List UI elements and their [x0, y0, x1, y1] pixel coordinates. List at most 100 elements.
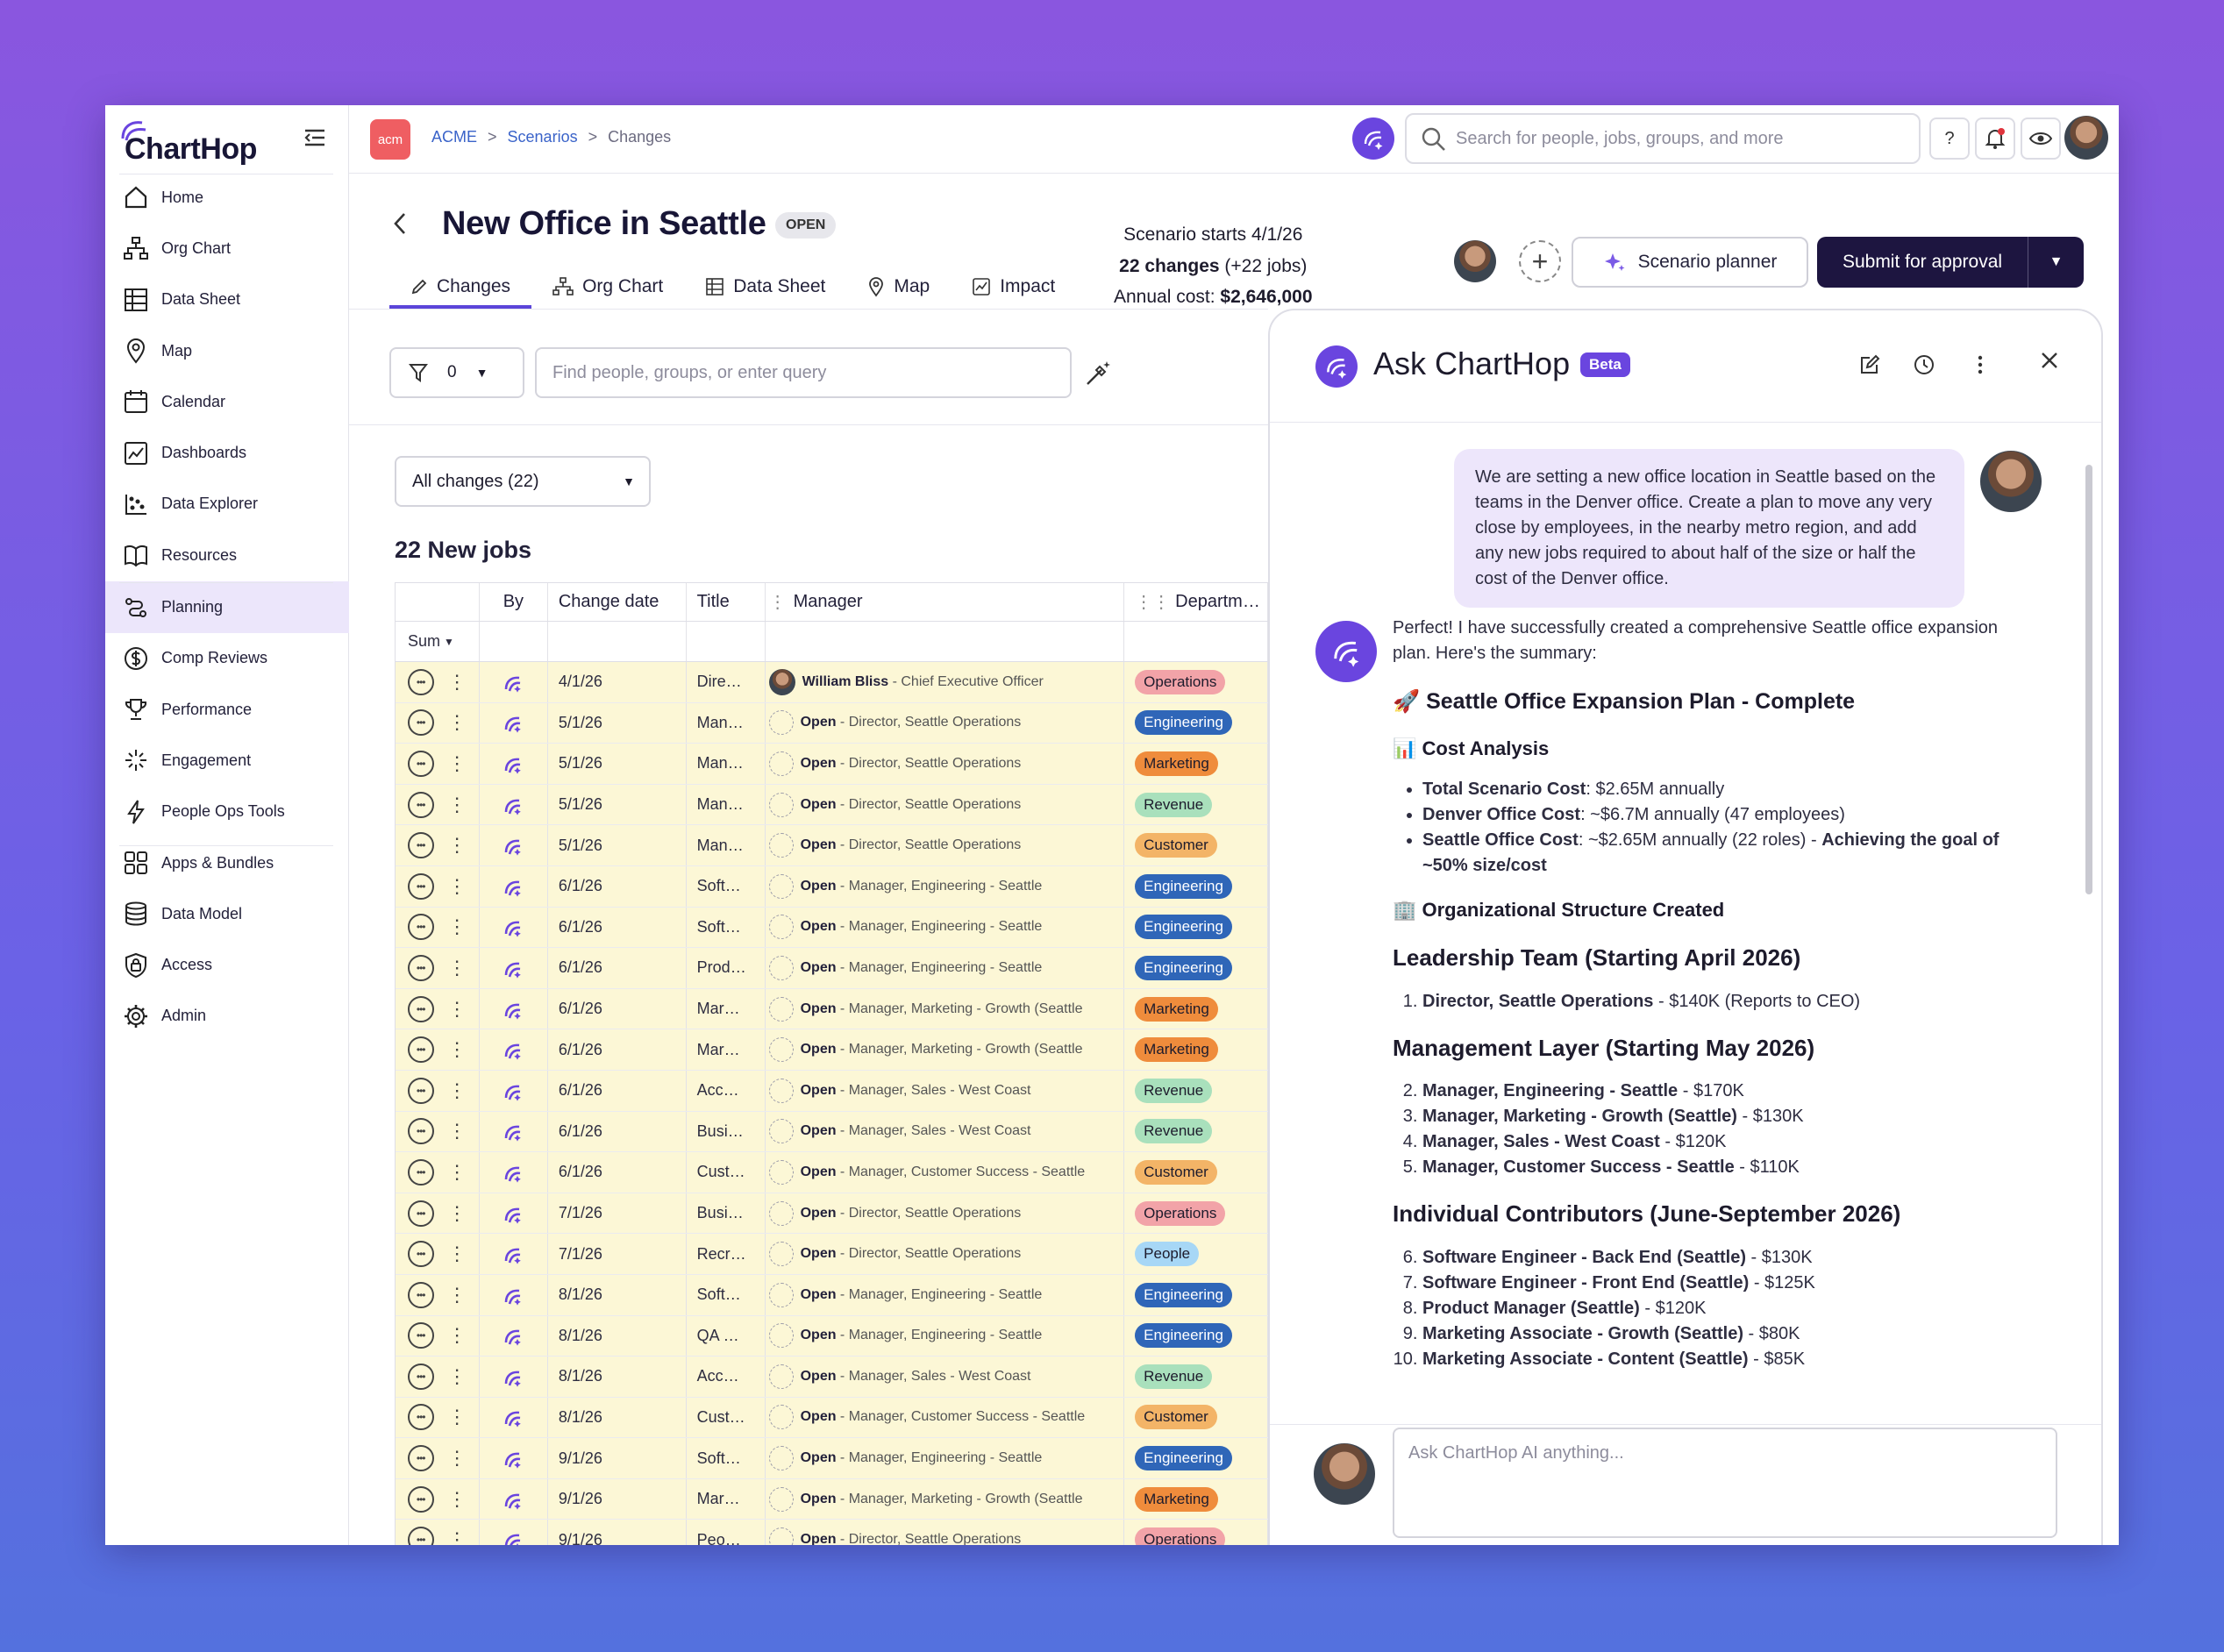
comment-icon[interactable]: ••• — [407, 1404, 434, 1431]
job-title[interactable]: Mar… — [687, 1029, 766, 1070]
manager-cell[interactable]: Open - Manager, Marketing - Growth (Seat… — [766, 1029, 1125, 1070]
row-menu-icon[interactable]: ⋮ — [447, 1364, 467, 1387]
table-row[interactable]: ••• ⋮ 8/1/26 Soft… Open - Manager, Engineeri… — [396, 1274, 1268, 1316]
comment-icon[interactable]: ••• — [407, 832, 434, 859]
comment-icon[interactable]: ••• — [407, 1077, 434, 1104]
job-title[interactable]: Acc… — [687, 1356, 766, 1397]
row-menu-icon[interactable]: ⋮ — [447, 1079, 467, 1101]
header-by[interactable]: By — [480, 583, 548, 621]
department-cell[interactable]: Operations — [1124, 1520, 1268, 1545]
sidebar-item-planning[interactable]: Planning — [105, 581, 349, 633]
job-title[interactable]: Man… — [687, 702, 766, 744]
header-change-date[interactable]: Change date — [548, 583, 687, 621]
collapse-sidebar-icon[interactable] — [303, 128, 326, 147]
manager-cell[interactable]: Open - Manager, Engineering - Seattle — [766, 865, 1125, 907]
sidebar-item-data-model[interactable]: Data Model — [105, 888, 349, 939]
job-title[interactable]: Acc… — [687, 1070, 766, 1111]
job-title[interactable]: Soft… — [687, 907, 766, 948]
row-menu-icon[interactable]: ⋮ — [447, 1201, 467, 1224]
manager-cell[interactable]: Open - Manager, Engineering - Seattle — [766, 1438, 1125, 1478]
manager-cell[interactable]: Open - Manager, Marketing - Growth (Seat… — [766, 988, 1125, 1029]
new-chat-icon[interactable] — [1857, 352, 1882, 381]
table-row[interactable]: ••• ⋮ 6/1/26 Soft… Open - Manager, Engineeri… — [396, 865, 1268, 908]
manager-cell[interactable]: Open - Director, Seattle Operations — [766, 1234, 1125, 1274]
user-avatar[interactable] — [2064, 116, 2108, 160]
comment-icon[interactable]: ••• — [407, 1527, 434, 1545]
table-row[interactable]: ••• ⋮ 6/1/26 Soft… Open - Manager, Engineeri… — [396, 907, 1268, 949]
query-input[interactable]: Find people, groups, or enter query — [535, 347, 1072, 398]
tab-impact[interactable]: Impact — [951, 268, 1076, 309]
job-title[interactable]: Man… — [687, 825, 766, 865]
row-menu-icon[interactable]: ⋮ — [447, 915, 467, 938]
table-row[interactable]: ••• ⋮ 7/1/26 Busi… Open - Director, Seattle … — [396, 1193, 1268, 1235]
row-menu-icon[interactable]: ⋮ — [447, 1324, 467, 1347]
org-badge[interactable]: acm — [370, 119, 410, 160]
table-row[interactable]: ••• ⋮ 9/1/26 Mar… Open - Manager, Marketing … — [396, 1478, 1268, 1520]
row-menu-icon[interactable]: ⋮ — [447, 834, 467, 857]
job-title[interactable]: Cust… — [687, 1397, 766, 1438]
table-row[interactable]: ••• ⋮ 5/1/26 Man… Open - Director, Seattle O… — [396, 744, 1268, 785]
comment-icon[interactable]: ••• — [407, 791, 434, 818]
row-menu-icon[interactable]: ⋮ — [447, 751, 467, 774]
manager-cell[interactable]: Open - Director, Seattle Operations — [766, 702, 1125, 744]
table-row[interactable]: ••• ⋮ 4/1/26 Dire… William Bliss - Chief Exe… — [396, 662, 1268, 703]
department-cell[interactable]: Engineering — [1124, 865, 1268, 907]
sidebar-item-comp-reviews[interactable]: Comp Reviews — [105, 633, 349, 684]
drag-handle-icon[interactable]: ⋮ — [768, 593, 787, 612]
row-menu-icon[interactable]: ⋮ — [447, 1243, 467, 1265]
row-menu-icon[interactable]: ⋮ — [447, 1528, 467, 1545]
table-row[interactable]: ••• ⋮ 9/1/26 Peo… Open - Director, Seattle O… — [396, 1520, 1268, 1545]
table-row[interactable]: ••• ⋮ 5/1/26 Man… Open - Director, Seattle O… — [396, 784, 1268, 826]
global-search-input[interactable]: Search for people, jobs, groups, and mor… — [1405, 113, 1921, 164]
department-cell[interactable]: Engineering — [1124, 907, 1268, 948]
sidebar-item-data-sheet[interactable]: Data Sheet — [105, 274, 349, 325]
manager-cell[interactable]: Open - Manager, Engineering - Seattle — [766, 948, 1125, 988]
job-title[interactable]: Man… — [687, 784, 766, 825]
comment-icon[interactable]: ••• — [407, 872, 434, 900]
table-row[interactable]: ••• ⋮ 6/1/26 Prod… Open - Manager, Engineeri… — [396, 948, 1268, 989]
manager-cell[interactable]: William Bliss - Chief Executive Officer — [766, 662, 1125, 702]
row-menu-icon[interactable]: ⋮ — [447, 874, 467, 897]
sidebar-item-data-explorer[interactable]: Data Explorer — [105, 479, 349, 530]
manager-cell[interactable]: Open - Manager, Sales - West Coast — [766, 1070, 1125, 1111]
job-title[interactable]: Busi… — [687, 1111, 766, 1152]
job-title[interactable]: Soft… — [687, 1274, 766, 1315]
sidebar-item-dashboards[interactable]: Dashboards — [105, 427, 349, 478]
sidebar-item-access[interactable]: Access — [105, 939, 349, 990]
row-menu-icon[interactable]: ⋮ — [447, 997, 467, 1020]
comment-icon[interactable]: ••• — [407, 1281, 434, 1308]
sidebar-item-engagement[interactable]: Engagement — [105, 735, 349, 786]
comment-icon[interactable]: ••• — [407, 1158, 434, 1186]
department-cell[interactable]: Revenue — [1124, 1356, 1268, 1397]
row-menu-icon[interactable]: ⋮ — [447, 793, 467, 815]
filter-button[interactable]: 0 ▼ — [389, 347, 524, 398]
row-menu-icon[interactable]: ⋮ — [447, 956, 467, 979]
sidebar-item-apps-bundles[interactable]: Apps & Bundles — [105, 837, 349, 888]
comment-icon[interactable]: ••• — [407, 914, 434, 941]
job-title[interactable]: QA … — [687, 1315, 766, 1356]
comment-icon[interactable]: ••• — [407, 1445, 434, 1472]
comment-icon[interactable]: ••• — [407, 709, 434, 737]
manager-cell[interactable]: Open - Director, Seattle Operations — [766, 1193, 1125, 1234]
manager-cell[interactable]: Open - Manager, Engineering - Seattle — [766, 1274, 1125, 1315]
row-menu-icon[interactable]: ⋮ — [447, 1120, 467, 1143]
row-menu-icon[interactable]: ⋮ — [447, 1447, 467, 1470]
department-cell[interactable]: Revenue — [1124, 784, 1268, 825]
sum-select[interactable]: Sum ▼ — [396, 622, 480, 661]
help-button[interactable]: ? — [1929, 117, 1970, 160]
comment-icon[interactable]: ••• — [407, 995, 434, 1022]
comment-icon[interactable]: ••• — [407, 1485, 434, 1513]
comment-icon[interactable]: ••• — [407, 954, 434, 981]
submit-for-approval-button[interactable]: Submit for approval ▼ — [1817, 237, 2084, 288]
ask-ai-button[interactable] — [1352, 117, 1394, 160]
sidebar-item-performance[interactable]: Performance — [105, 684, 349, 735]
preview-button[interactable] — [2021, 117, 2061, 160]
table-row[interactable]: ••• ⋮ 6/1/26 Mar… Open - Manager, Marketing … — [396, 988, 1268, 1030]
table-row[interactable]: ••• ⋮ 9/1/26 Soft… Open - Manager, Engineeri… — [396, 1438, 1268, 1479]
comment-icon[interactable]: ••• — [407, 1200, 434, 1227]
department-cell[interactable]: Engineering — [1124, 702, 1268, 744]
magic-wand-icon[interactable] — [1084, 358, 1114, 392]
department-cell[interactable]: Customer — [1124, 825, 1268, 865]
scenario-owner-avatar[interactable] — [1454, 240, 1496, 282]
close-icon[interactable] — [2038, 349, 2061, 376]
